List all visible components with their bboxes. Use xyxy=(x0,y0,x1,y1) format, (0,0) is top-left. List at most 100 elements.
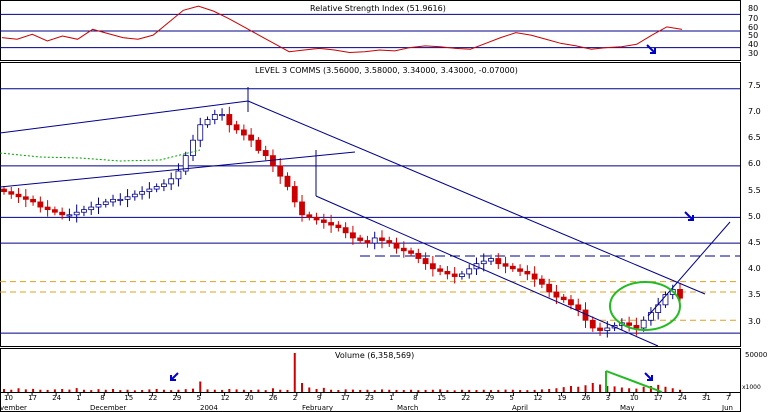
volume-bar xyxy=(75,388,78,392)
volume-plot xyxy=(3,353,681,392)
volume-bar xyxy=(591,383,594,392)
volume-bar xyxy=(104,389,107,392)
candle-body xyxy=(299,201,305,216)
volume-bar xyxy=(388,389,391,392)
volume-bar xyxy=(170,390,173,392)
candlestick xyxy=(22,189,29,208)
volume-bar xyxy=(53,389,56,392)
candle-body xyxy=(153,186,160,190)
volume-bar xyxy=(68,389,71,392)
candlestick xyxy=(124,189,131,208)
date-tick-label: 20 xyxy=(245,394,254,402)
price-tick-label: 3.0 xyxy=(748,317,761,326)
candlestick xyxy=(400,241,407,258)
candlestick xyxy=(662,291,669,308)
candlestick xyxy=(633,317,640,336)
candlestick xyxy=(509,263,516,272)
candle-body xyxy=(51,209,58,213)
volume-bar xyxy=(620,387,623,392)
volume-bar xyxy=(519,390,522,392)
candlestick xyxy=(44,200,51,217)
date-tick-label: 1 xyxy=(389,394,393,402)
volume-bar xyxy=(664,386,667,392)
date-tick-label: 7 xyxy=(726,394,730,402)
candlestick xyxy=(517,264,523,277)
volume-bar xyxy=(475,390,478,392)
volume-bar xyxy=(257,389,260,392)
candlestick xyxy=(393,237,400,254)
candlestick xyxy=(444,265,451,280)
volume-bar xyxy=(250,390,253,392)
volume-bar xyxy=(24,389,27,392)
date-tick-label: 26 xyxy=(269,394,278,402)
candlestick xyxy=(313,212,320,225)
candle-body xyxy=(131,193,138,198)
candlestick xyxy=(175,163,182,187)
volume-bar xyxy=(548,389,551,392)
volume-bar xyxy=(555,388,558,392)
candlestick xyxy=(139,186,146,200)
volume-bar xyxy=(162,389,165,392)
candle-body xyxy=(415,252,422,259)
volume-bar xyxy=(395,389,398,392)
candle-body xyxy=(560,296,567,301)
volume-bar xyxy=(213,389,216,392)
candlestick xyxy=(320,213,327,229)
downtrend-upper-line xyxy=(247,100,706,295)
volume-bar xyxy=(148,389,151,392)
volume-bar xyxy=(141,390,144,392)
volume-bar xyxy=(61,389,64,392)
candlestick xyxy=(161,179,167,192)
date-tick-label: 3 xyxy=(606,394,610,402)
candle-body xyxy=(502,263,509,267)
candle-body xyxy=(466,268,473,275)
candle-body xyxy=(553,291,560,298)
candlestick xyxy=(589,316,596,332)
candlestick xyxy=(364,235,371,248)
candle-body xyxy=(204,119,211,126)
candlestick xyxy=(284,172,291,191)
candle-body xyxy=(117,198,124,201)
candle-body xyxy=(364,240,371,244)
candle-body xyxy=(342,227,349,234)
candle-body xyxy=(219,114,225,117)
price-plot xyxy=(0,88,740,338)
volume-tick-label: x1000 xyxy=(742,384,761,391)
rsi-title: Relative Strength Index (51.9616) xyxy=(310,4,446,13)
candlestick xyxy=(459,270,465,280)
candle-body xyxy=(633,325,640,329)
volume-bar xyxy=(301,383,304,392)
month-label: April xyxy=(512,404,528,412)
volume-title: Volume (6,358,569) xyxy=(335,351,414,360)
candle-body xyxy=(313,216,320,221)
candlestick xyxy=(117,193,124,206)
volume-bar xyxy=(497,389,500,392)
date-tick-label: 8 xyxy=(100,394,104,402)
candle-body xyxy=(488,258,494,262)
date-tick-label: 17 xyxy=(28,394,37,402)
month-label: May xyxy=(620,404,634,412)
volume-bar xyxy=(242,389,245,392)
volume-bar xyxy=(599,384,602,392)
candle-body xyxy=(124,196,131,200)
volume-bar xyxy=(337,390,340,392)
volume-bar xyxy=(584,385,587,392)
date-tick-label: 5 xyxy=(509,394,513,402)
month-label: March xyxy=(397,404,418,412)
candle-body xyxy=(517,268,523,272)
candlestick xyxy=(277,158,284,184)
volume-bar xyxy=(679,389,681,392)
candlestick xyxy=(422,252,429,270)
price-y-axis: 7.5 7.0 6.5 6.0 5.5 5.0 4.5 4.0 3.5 3.0 xyxy=(748,81,761,326)
volume-bar xyxy=(606,386,609,392)
candlestick xyxy=(131,190,138,201)
rsi-tick-label: 40 xyxy=(748,40,758,49)
candlestick xyxy=(386,236,393,247)
date-tick-label: 15 xyxy=(437,394,446,402)
volume-bar xyxy=(373,390,376,392)
volume-bar xyxy=(97,389,100,392)
candle-body xyxy=(88,206,95,211)
rsi-tick-label: 50 xyxy=(748,31,758,40)
upper-channel-line xyxy=(0,100,249,134)
candlestick xyxy=(335,221,342,232)
